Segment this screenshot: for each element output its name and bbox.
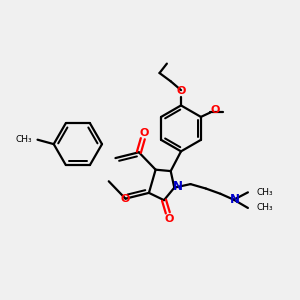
Text: O: O xyxy=(140,128,149,138)
Text: CH₃: CH₃ xyxy=(256,203,273,212)
Text: O: O xyxy=(165,214,174,224)
Text: N: N xyxy=(173,180,183,193)
Text: O: O xyxy=(121,194,130,204)
Text: CH₃: CH₃ xyxy=(256,188,273,197)
Text: O: O xyxy=(177,86,186,96)
Text: N: N xyxy=(230,193,240,206)
Text: O: O xyxy=(211,104,220,115)
Text: CH₃: CH₃ xyxy=(16,135,32,144)
